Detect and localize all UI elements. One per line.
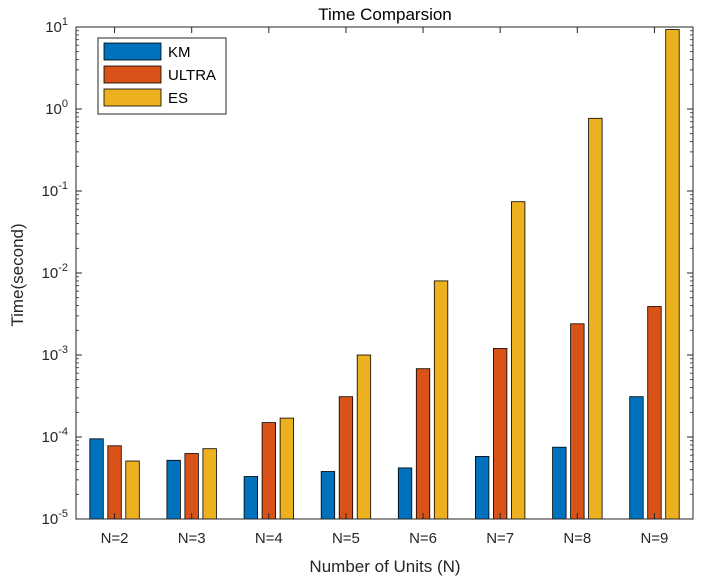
y-tick-label: 10-4 xyxy=(42,426,68,446)
x-tick-label: N=6 xyxy=(409,530,437,547)
bar-es-n4 xyxy=(279,417,295,520)
bar-km-n8 xyxy=(552,446,567,520)
x-tick-label: N=2 xyxy=(101,530,129,547)
y-tick-label: 100 xyxy=(45,98,68,118)
bar-ultra-n2 xyxy=(107,445,122,520)
bar-km-n7 xyxy=(474,455,490,520)
bar-ultra-n3 xyxy=(184,453,199,520)
bar-es-n9 xyxy=(665,29,680,520)
y-tick-label: 10-1 xyxy=(42,180,68,200)
bar-es-n6 xyxy=(433,280,449,520)
legend: KM ULTRA ES xyxy=(97,37,227,115)
x-axis-title: Number of Units (N) xyxy=(309,557,460,576)
legend-swatch-es xyxy=(103,88,162,107)
x-tick-label: N=4 xyxy=(255,530,283,547)
legend-label-km: KM xyxy=(168,44,191,61)
x-tick-label: N=7 xyxy=(486,530,514,547)
bar-ultra-n9 xyxy=(647,306,662,520)
bar-es-n7 xyxy=(510,201,526,520)
x-tick-label: N=5 xyxy=(332,530,360,547)
bar-es-n8 xyxy=(588,117,603,520)
x-tick-label: N=9 xyxy=(640,530,668,547)
bar-ultra-n6 xyxy=(415,368,431,520)
x-tick-label: N=8 xyxy=(563,530,591,547)
bar-km-n2 xyxy=(89,438,104,520)
y-tick-label: 10-2 xyxy=(42,262,68,282)
legend-swatch-ultra xyxy=(103,65,162,84)
y-tick-label: 101 xyxy=(45,16,68,36)
y-tick-label: 10-5 xyxy=(42,508,68,528)
bar-ultra-n4 xyxy=(261,422,277,520)
bar-es-n3 xyxy=(202,448,217,520)
bar-es-n5 xyxy=(356,354,372,520)
plot-area: 10-5 10-4 10-3 10-2 10-1 100 101 N=2 N=3 N=4 N=5 N=… xyxy=(42,16,694,547)
y-axis-title: Time(second) xyxy=(8,223,27,326)
bar-km-n3 xyxy=(166,459,181,520)
y-tick-label: 10-3 xyxy=(42,344,68,364)
bar-km-n6 xyxy=(397,467,413,520)
x-tick-label: N=3 xyxy=(178,530,206,547)
legend-label-es: ES xyxy=(168,90,188,107)
bar-km-n4 xyxy=(243,476,259,520)
bar-km-n5 xyxy=(320,471,336,520)
bar-es-n2 xyxy=(125,460,140,520)
chart-title: Time Comparsion xyxy=(318,5,452,24)
bar-ultra-n5 xyxy=(338,396,354,520)
bar-ultra-n8 xyxy=(570,323,585,520)
bar-ultra-n7 xyxy=(492,348,508,520)
legend-swatch-km xyxy=(103,42,162,61)
legend-label-ultra: ULTRA xyxy=(168,67,216,84)
bar-km-n9 xyxy=(629,396,644,520)
